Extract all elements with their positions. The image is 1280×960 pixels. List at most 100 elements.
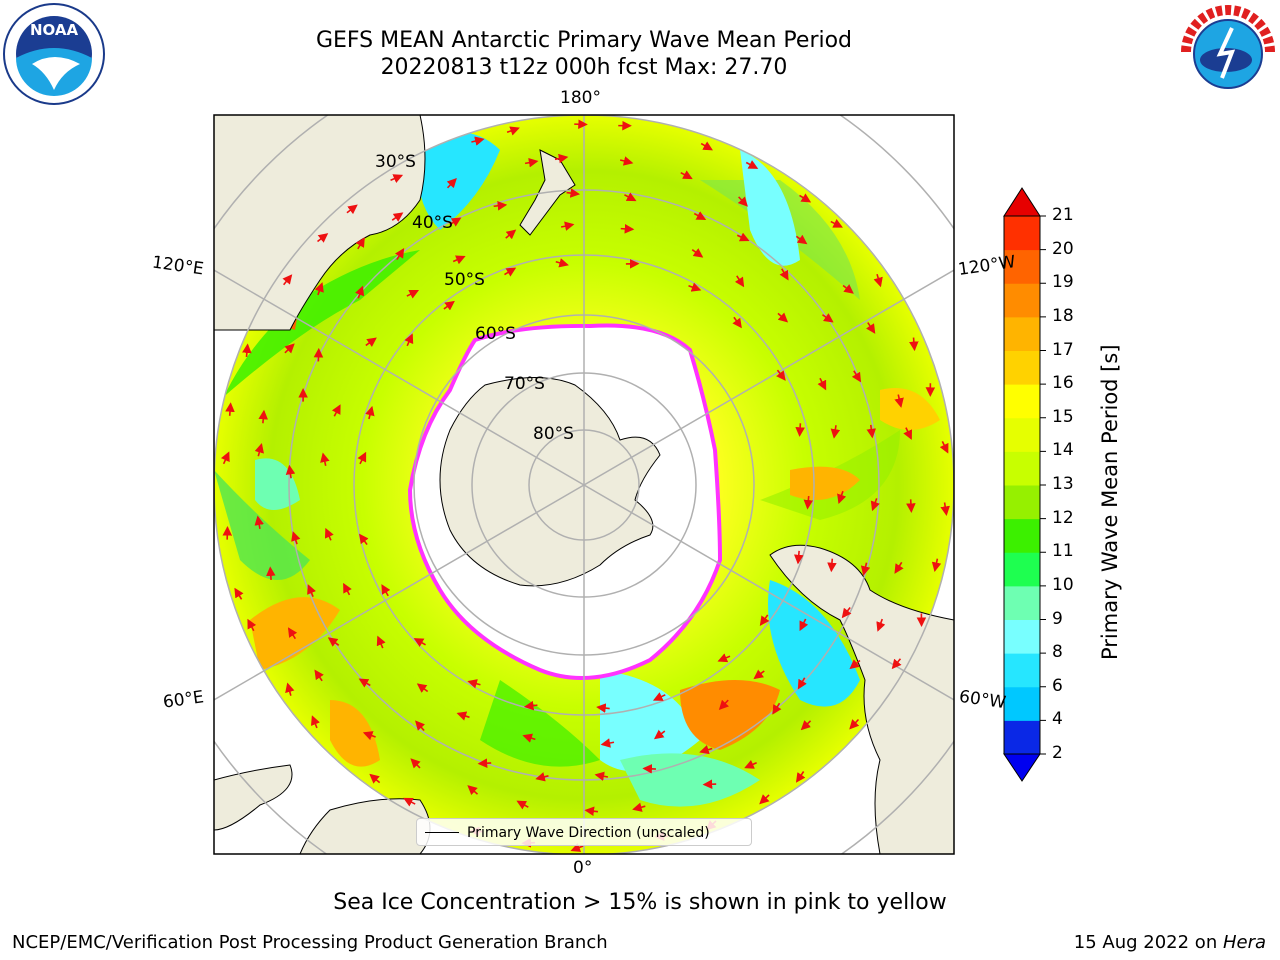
wave-arrow <box>404 333 414 347</box>
wave-arrow <box>415 720 426 732</box>
wave-arrow <box>737 196 748 207</box>
colorbar-bin <box>1004 585 1040 620</box>
wave-arrow <box>817 377 827 391</box>
lon-label-0: 0° <box>573 858 593 878</box>
wave-arrow <box>467 785 479 796</box>
colorbar-bin <box>1004 720 1040 755</box>
wave-arrow <box>365 405 375 420</box>
wave-arrow <box>266 566 276 580</box>
wave-arrow <box>620 224 635 234</box>
wave-arrow <box>822 313 834 323</box>
wave-arrow <box>320 452 330 466</box>
wave-arrow <box>452 255 466 265</box>
wave-arrow <box>560 221 575 231</box>
wave-arrow <box>327 637 340 647</box>
colorbar-tick-label: 20 <box>1052 238 1074 259</box>
wave-arrow <box>753 669 765 680</box>
colorbar-tick-label: 19 <box>1052 272 1074 293</box>
wave-arrow <box>906 499 916 513</box>
colorbar-bin <box>1004 518 1040 553</box>
colorbar-tick-label: 13 <box>1052 474 1074 494</box>
wave-arrow <box>365 337 377 347</box>
lat-label-40s: 40°S <box>412 213 453 233</box>
wave-arrow <box>849 659 861 670</box>
wave-arrow <box>903 427 912 440</box>
wave-arrow <box>220 451 230 465</box>
wave-arrow <box>624 192 637 202</box>
colorbar-tick-label: 6 <box>1052 675 1063 696</box>
wave-arrow <box>744 759 757 769</box>
wave-arrow <box>285 682 295 696</box>
colorbar-tick-label: 8 <box>1052 642 1063 663</box>
wave-arrow <box>394 248 405 260</box>
legend-label: Primary Wave Direction (unscaled) <box>467 825 710 841</box>
wave-arrow <box>369 773 381 784</box>
wave-arrow <box>291 531 301 545</box>
colorbar-tick-label: 17 <box>1052 339 1074 360</box>
footer-date-text: 15 Aug 2022 on <box>1073 932 1223 953</box>
colorbar-bin <box>1004 485 1040 520</box>
wave-arrow <box>841 607 852 619</box>
wave-arrow <box>931 558 942 572</box>
wave-arrow <box>873 273 883 288</box>
wave-arrow <box>795 771 806 783</box>
wave-arrow <box>449 217 462 227</box>
colorbar-bin <box>1004 283 1040 318</box>
wave-arrow <box>317 233 329 243</box>
wave-arrow <box>702 779 717 790</box>
wave-arrow <box>467 679 481 689</box>
svg-text:NOAA: NOAA <box>30 21 79 39</box>
wave-arrow <box>870 498 880 512</box>
wave-arrow <box>894 561 904 574</box>
wave-arrow <box>594 771 609 782</box>
wave-arrow <box>793 550 804 565</box>
wave-arrow <box>800 720 812 731</box>
wave-arrow <box>554 153 569 164</box>
wave-arrow <box>759 614 770 626</box>
wave-arrow <box>830 425 841 439</box>
colorbar-bin <box>1004 216 1040 251</box>
lon-label-180: 180° <box>560 88 601 108</box>
wave-arrow <box>691 248 704 258</box>
chart-title: GEFS MEAN Antarctic Primary Wave Mean Pe… <box>315 28 853 53</box>
wave-arrow <box>493 201 508 211</box>
antarctica <box>439 377 661 587</box>
wave-arrow <box>506 126 520 136</box>
colorbar-top-extend <box>1003 187 1041 217</box>
colorbar-bin <box>1004 316 1040 351</box>
wave-arrow <box>390 174 404 184</box>
wave-arrow <box>410 758 421 769</box>
wave-arrow <box>891 658 902 670</box>
wave-arrow <box>776 369 786 381</box>
colorbar-label: Primary Wave Mean Period [s] <box>1098 344 1122 660</box>
wave-arrow <box>600 738 615 748</box>
australia <box>214 115 426 331</box>
wave-arrow <box>284 343 295 354</box>
wave-arrow <box>566 188 581 198</box>
wave-arrow <box>234 587 244 600</box>
wave-arrow <box>254 443 264 457</box>
wave-arrow <box>381 584 391 597</box>
colorbar-tick-label: 4 <box>1052 709 1063 730</box>
noaa-logo: NOAA <box>3 3 105 105</box>
wave-arrow <box>866 424 877 439</box>
wave-arrow <box>700 141 713 151</box>
wave-arrow <box>331 404 341 417</box>
colorbar-tick-label: 12 <box>1052 507 1074 528</box>
wave-arrow <box>734 275 745 288</box>
wave-arrow <box>688 282 702 292</box>
wave-arrow <box>860 562 871 576</box>
wave-arrow <box>736 232 750 242</box>
wave-arrow <box>376 635 386 649</box>
nws-logo <box>1178 4 1278 104</box>
wave-arrow <box>522 733 536 743</box>
wave-arrow <box>619 156 634 166</box>
wave-arrow <box>362 731 376 741</box>
wave-arrow <box>699 745 713 755</box>
wave-arrow <box>865 322 876 334</box>
colorbar-tick-label: 11 <box>1052 541 1074 562</box>
wave-arrow <box>446 177 457 189</box>
colorbar-tick-label: 16 <box>1052 373 1074 394</box>
footer-host: Hera <box>1222 932 1266 953</box>
